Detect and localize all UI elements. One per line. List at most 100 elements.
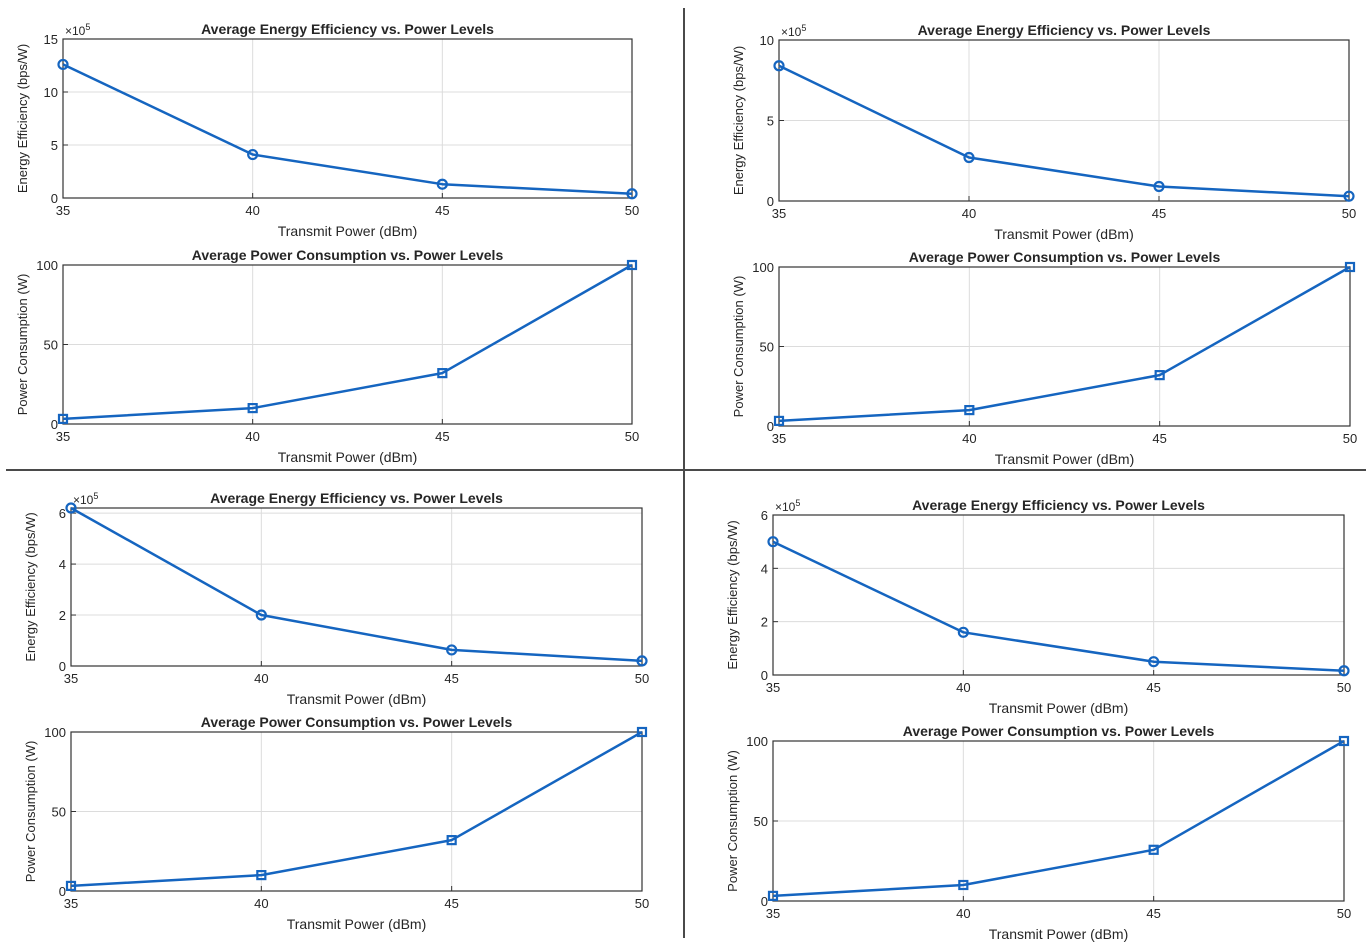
- y-tick-label: 100: [44, 725, 66, 740]
- data-point: [65, 880, 77, 892]
- y-tick-label: 50: [44, 338, 58, 353]
- y-tick-label: 100: [746, 734, 768, 749]
- x-tick-label: 45: [435, 203, 449, 218]
- x-axis-label: Transmit Power (dBm): [287, 916, 427, 932]
- chart-title: Average Energy Efficiency vs. Power Leve…: [201, 21, 494, 37]
- x-tick-label: 35: [56, 429, 70, 444]
- x-axis-label: Transmit Power (dBm): [989, 926, 1129, 942]
- series-line: [70, 506, 643, 663]
- data-point: [255, 609, 267, 621]
- data-point: [964, 405, 975, 416]
- data-point: [636, 655, 648, 667]
- y-tick-label: 0: [761, 894, 768, 909]
- x-tick-label: 40: [254, 896, 268, 911]
- data-point: [1148, 656, 1160, 668]
- x-tick-label: 45: [1152, 431, 1166, 446]
- x-tick-label: 40: [962, 431, 976, 446]
- y-axis-exponent-power: 5: [85, 22, 90, 32]
- y-axis-exponent: ×105: [775, 498, 800, 514]
- data-point: [626, 259, 638, 271]
- chart-2: 35 40 45 50 0 5 10 Average Energy Efficiency vs…: [731, 22, 1356, 242]
- data-point: [57, 413, 69, 425]
- x-tick-label: 40: [962, 206, 976, 221]
- plot-area: [63, 39, 632, 198]
- x-tick-label: 50: [1337, 906, 1351, 921]
- y-tick-label: 4: [761, 561, 768, 576]
- data-point: [963, 151, 975, 164]
- x-tick-label: 35: [64, 671, 78, 686]
- data-point: [773, 60, 785, 72]
- y-tick-label: 50: [760, 340, 774, 355]
- y-tick-label: 5: [767, 114, 774, 129]
- y-tick-label: 50: [52, 805, 66, 820]
- data-point: [247, 148, 259, 161]
- y-tick-label: 15: [44, 32, 58, 47]
- x-tick-label: 35: [64, 896, 78, 911]
- series-line: [62, 63, 633, 196]
- data-point: [767, 890, 779, 901]
- y-axis-exponent-power: 5: [93, 491, 98, 501]
- x-axis-label: Transmit Power (dBm): [994, 226, 1134, 242]
- x-tick-label: 50: [1342, 206, 1356, 221]
- chart-8: 35 40 45 50 0 50 100 Average Power Consumption …: [725, 723, 1351, 942]
- chart-4: 35 40 45 50 0 50 100 Average Power Consumption …: [731, 249, 1357, 467]
- y-axis-label: Energy Efficiency (bps/W): [15, 44, 30, 193]
- y-axis-exponent: ×105: [73, 491, 98, 507]
- chart-6: 35 40 45 50 0 2 4 6 Average Energy Efficiency vs…: [725, 497, 1351, 716]
- series-line: [778, 64, 1350, 198]
- x-tick-label: 40: [956, 680, 970, 695]
- x-tick-label: 45: [444, 896, 458, 911]
- y-tick-label: 6: [59, 506, 66, 521]
- plot-area: [773, 515, 1344, 675]
- x-tick-label: 40: [254, 671, 268, 686]
- data-point: [1153, 180, 1165, 193]
- y-tick-label: 4: [59, 557, 66, 572]
- chart-title: Average Energy Efficiency vs. Power Leve…: [918, 22, 1211, 38]
- y-axis-exponent: ×105: [65, 22, 90, 38]
- x-tick-label: 50: [1343, 431, 1357, 446]
- data-point: [65, 502, 77, 514]
- y-axis-label: Power Consumption (W): [23, 741, 38, 883]
- axes-frame: [70, 507, 643, 667]
- x-tick-label: 40: [956, 906, 970, 921]
- x-tick-label: 35: [772, 206, 786, 221]
- y-axis-label: Power Consumption (W): [725, 750, 740, 892]
- vertical-divider: [683, 8, 685, 938]
- y-tick-label: 0: [59, 659, 66, 674]
- data-point: [256, 869, 267, 881]
- series-line: [772, 540, 1345, 672]
- y-tick-label: 100: [752, 260, 774, 275]
- series-line: [778, 265, 1351, 423]
- y-axis-label: Energy Efficiency (bps/W): [725, 520, 740, 669]
- x-tick-label: 35: [766, 680, 780, 695]
- chart-7: 35 40 45 50 0 50 100 Average Power Consumption …: [23, 714, 649, 932]
- data-point: [958, 879, 969, 891]
- x-tick-label: 50: [1337, 680, 1351, 695]
- chart-title: Average Power Consumption vs. Power Leve…: [909, 249, 1221, 265]
- data-point: [626, 188, 638, 200]
- data-point: [1338, 665, 1350, 677]
- chart-5: 35 40 45 50 0 2 4 6 Average Energy Efficiency vs…: [23, 490, 649, 707]
- chart-title: Average Power Consumption vs. Power Leve…: [903, 723, 1215, 739]
- horizontal-divider: [6, 469, 1366, 471]
- data-point: [1344, 261, 1356, 273]
- series-line: [772, 739, 1345, 898]
- chart-title: Average Power Consumption vs. Power Leve…: [192, 247, 504, 263]
- x-axis-label: Transmit Power (dBm): [989, 700, 1129, 716]
- y-axis-label: Energy Efficiency (bps/W): [23, 512, 38, 661]
- x-tick-label: 50: [635, 671, 649, 686]
- y-axis-exponent: ×105: [781, 23, 806, 39]
- y-tick-label: 50: [754, 814, 768, 829]
- x-tick-label: 50: [635, 896, 649, 911]
- axes-frame: [772, 514, 1345, 676]
- chart-3: 35 40 45 50 0 50 100 Average Power Consumption …: [15, 247, 639, 465]
- x-axis-label: Transmit Power (dBm): [287, 691, 427, 707]
- x-axis-label: Transmit Power (dBm): [278, 223, 418, 239]
- y-tick-label: 0: [51, 417, 58, 432]
- y-tick-label: 0: [59, 884, 66, 899]
- y-tick-label: 10: [760, 33, 774, 48]
- data-point: [957, 626, 969, 638]
- x-axis-label: Transmit Power (dBm): [995, 451, 1135, 467]
- y-axis-label: Power Consumption (W): [15, 274, 30, 416]
